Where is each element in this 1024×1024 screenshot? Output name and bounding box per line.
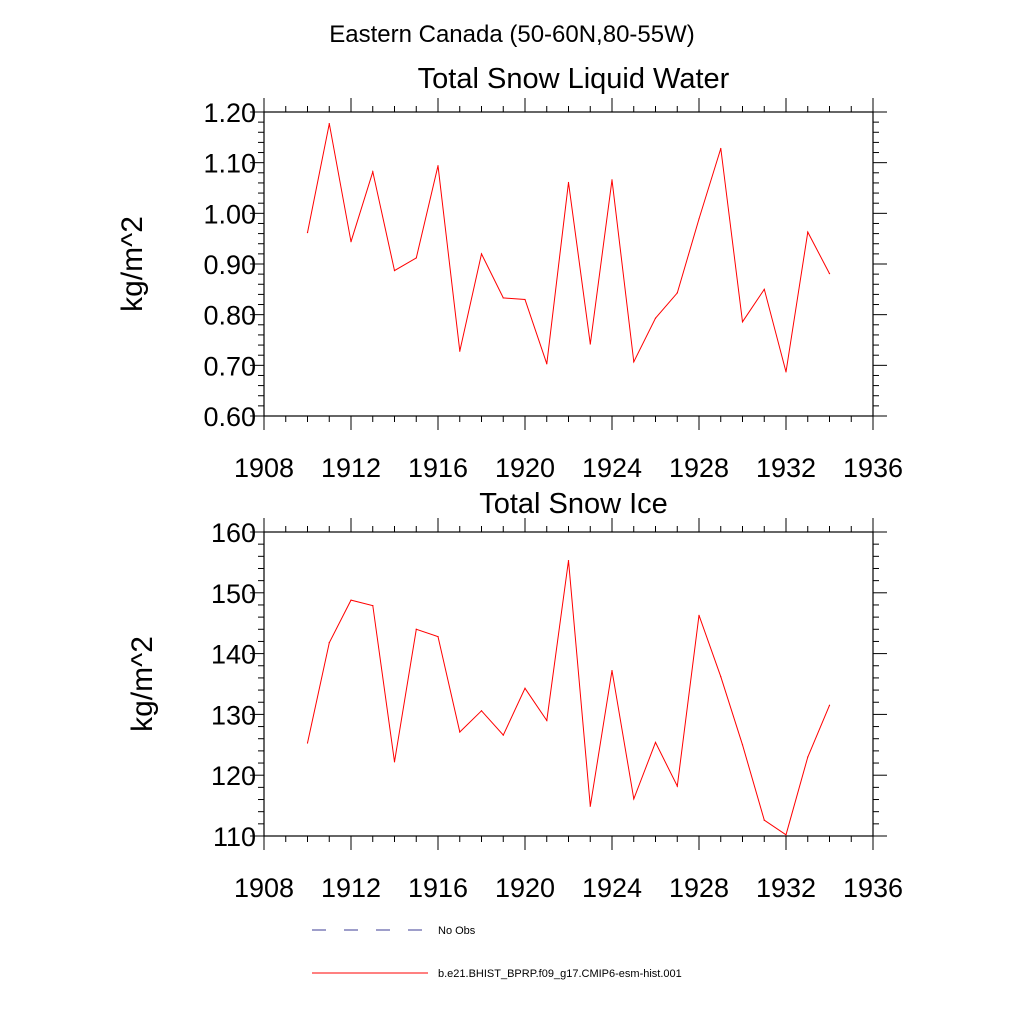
data-point xyxy=(698,614,700,616)
series-line xyxy=(307,560,830,836)
data-point xyxy=(480,253,483,255)
data-point xyxy=(828,273,831,275)
x-tick-label: 1912 xyxy=(321,453,381,483)
data-point xyxy=(524,298,526,301)
data-point xyxy=(785,371,787,373)
data-point xyxy=(589,343,591,345)
data-point xyxy=(306,231,309,234)
y-axis-label: kg/m^2 xyxy=(116,216,149,312)
plot-frame xyxy=(263,531,874,837)
y-tick-label: 1.20 xyxy=(203,98,256,128)
data-point xyxy=(633,798,635,800)
data-point xyxy=(741,321,744,323)
data-point xyxy=(393,761,396,763)
x-tick-label: 1932 xyxy=(756,453,816,483)
data-point xyxy=(415,628,417,630)
data-point xyxy=(480,710,483,712)
x-tick-label: 1916 xyxy=(408,453,468,483)
data-point xyxy=(372,604,374,607)
data-point xyxy=(654,741,657,743)
figure-suptitle: Eastern Canada (50-60N,80-55W) xyxy=(329,21,695,48)
x-tick-label: 1928 xyxy=(669,453,729,483)
data-point xyxy=(763,288,765,290)
x-tick-label: 1924 xyxy=(582,453,642,483)
y-tick-label: 160 xyxy=(211,518,256,548)
data-point xyxy=(372,171,374,173)
data-point xyxy=(807,231,809,233)
y-tick-label: 110 xyxy=(213,822,256,852)
data-point xyxy=(502,734,504,736)
y-axis-label: kg/m^2 xyxy=(126,636,159,732)
data-point xyxy=(437,635,439,638)
x-tick-label: 1916 xyxy=(408,873,468,903)
data-point xyxy=(567,559,570,562)
y-tick-label: 0.80 xyxy=(203,301,256,331)
x-tick-label: 1908 xyxy=(234,873,294,903)
legend: No Obs b.e21.BHIST_BPRP.f09_g17.CMIP6-es… xyxy=(312,925,682,980)
y-tick-label: 0.60 xyxy=(203,402,256,432)
x-tick-label: 1908 xyxy=(234,453,294,483)
data-point xyxy=(763,819,765,821)
data-point xyxy=(459,731,461,733)
data-point xyxy=(350,599,352,601)
data-point xyxy=(524,687,526,689)
y-tick-label: 0.70 xyxy=(203,351,256,381)
panel-snow-ice: Total Snow Ice kg/m^2 1908 1912 1916 1920 1924… xyxy=(126,488,903,903)
x-tick-label: 1932 xyxy=(756,873,816,903)
y-tick-label: 0.90 xyxy=(203,250,256,280)
data-point xyxy=(589,805,591,807)
data-point xyxy=(502,297,504,299)
data-point xyxy=(546,363,548,365)
x-tick-label: 1936 xyxy=(843,453,903,483)
data-point xyxy=(328,123,330,125)
y-tick-label: 140 xyxy=(211,640,256,670)
data-point xyxy=(720,676,722,678)
panel-title: Total Snow Ice xyxy=(479,488,668,520)
y-tick-label: 1.10 xyxy=(203,149,256,179)
data-point xyxy=(676,292,678,294)
data-point xyxy=(328,642,330,644)
data-point xyxy=(459,350,461,352)
data-point xyxy=(546,719,548,722)
data-point xyxy=(720,147,722,150)
legend-label-model: b.e21.BHIST_BPRP.f09_g17.CMIP6-esm-hist.… xyxy=(438,968,682,980)
x-tick-label: 1928 xyxy=(669,873,729,903)
data-point xyxy=(654,317,657,319)
data-point xyxy=(393,269,396,272)
y-tick-label: 130 xyxy=(211,700,256,730)
panel-title: Total Snow Liquid Water xyxy=(418,63,730,95)
data-point xyxy=(676,785,678,787)
x-tick-label: 1920 xyxy=(495,873,555,903)
y-tick-label: 150 xyxy=(211,579,256,609)
data-point xyxy=(785,834,787,836)
data-point xyxy=(611,179,613,181)
x-tick-label: 1936 xyxy=(843,873,903,903)
y-tick-label: 120 xyxy=(211,761,256,791)
data-point xyxy=(306,742,309,744)
x-tick-label: 1912 xyxy=(321,873,381,903)
data-point xyxy=(807,756,809,758)
data-point xyxy=(698,218,700,220)
data-point xyxy=(633,361,635,363)
series-line xyxy=(307,123,830,373)
data-point xyxy=(350,241,352,243)
x-tick-label: 1924 xyxy=(582,873,642,903)
data-point xyxy=(611,670,613,672)
data-point xyxy=(437,165,439,167)
legend-label-no-obs: No Obs xyxy=(438,925,476,937)
y-tick-label: 1.00 xyxy=(203,199,256,229)
plot-frame xyxy=(263,111,874,417)
panel-snow-liquid-water: Total Snow Liquid Water kg/m^2 1908 1912 191… xyxy=(116,63,903,483)
x-tick-label: 1920 xyxy=(495,453,555,483)
data-point xyxy=(567,181,570,184)
data-point xyxy=(415,257,417,259)
data-point xyxy=(828,704,831,706)
data-point xyxy=(741,744,744,746)
